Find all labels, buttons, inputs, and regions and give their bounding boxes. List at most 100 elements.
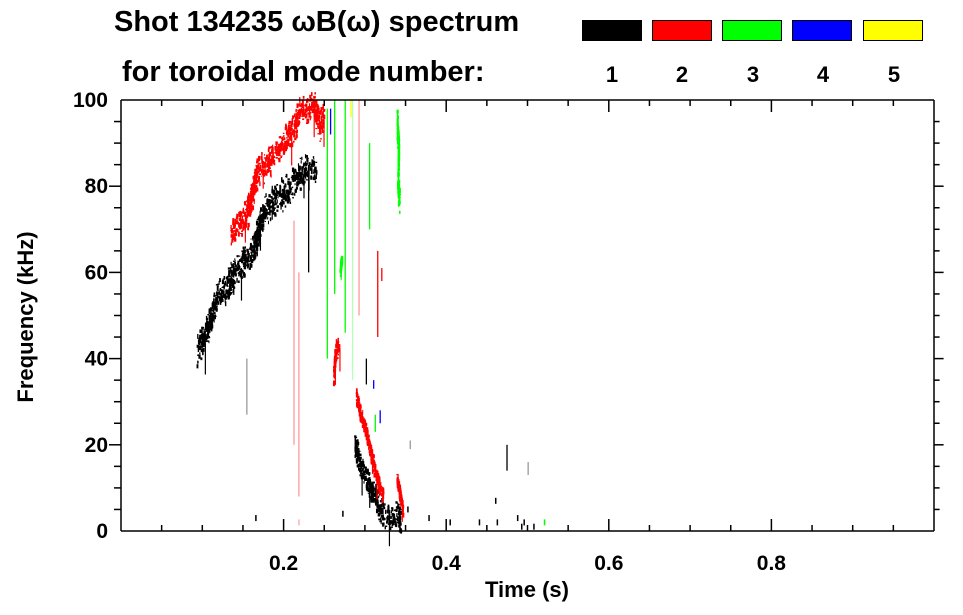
spectral-point <box>237 272 240 275</box>
x-tick-label: 0.4 <box>432 552 462 575</box>
spectral-point <box>310 107 313 111</box>
spectral-point <box>297 175 300 180</box>
spectral-point <box>220 297 223 303</box>
spectral-point <box>377 489 379 494</box>
spectral-point <box>362 458 364 463</box>
spectral-point <box>396 513 398 518</box>
spectral-point <box>254 168 257 174</box>
spectral-point <box>250 238 252 240</box>
spectral-point <box>397 155 400 159</box>
spectral-point <box>227 295 230 298</box>
legend-swatch-mode-1 <box>582 20 642 41</box>
spectral-point <box>288 186 290 189</box>
spectral-point <box>250 199 252 204</box>
spectral-point <box>337 357 339 359</box>
spectral-point <box>360 464 364 468</box>
spectral-point <box>315 169 318 173</box>
spectral-point <box>230 242 233 246</box>
spectral-point <box>382 497 384 501</box>
spectral-point <box>281 136 284 142</box>
spectral-point <box>398 514 400 519</box>
spectral-point <box>368 477 371 479</box>
spectral-point <box>241 215 244 219</box>
spectral-point <box>301 179 305 183</box>
spectral-streak <box>340 265 342 280</box>
spectral-point <box>265 172 268 176</box>
spectral-point <box>359 405 362 409</box>
spectral-streak <box>259 220 262 251</box>
spectral-point <box>359 467 361 472</box>
spectral-point <box>316 118 320 122</box>
spectral-point <box>296 103 299 109</box>
spectral-point <box>274 186 277 190</box>
spectral-point <box>282 190 286 196</box>
spectral-point <box>275 193 278 196</box>
spectral-point <box>249 248 251 250</box>
spectral-point <box>397 126 400 128</box>
spectral-point <box>301 99 304 104</box>
spectral-point <box>277 190 280 194</box>
spectral-point <box>381 517 383 520</box>
spectral-point <box>390 516 392 519</box>
spectral-point <box>286 136 288 139</box>
spectral-point <box>308 106 310 110</box>
spectral-point <box>312 103 315 108</box>
spectral-point <box>313 161 316 166</box>
spectral-point <box>285 140 288 144</box>
spectral-point <box>399 487 402 493</box>
spectral-point <box>240 213 242 219</box>
spectral-point <box>370 451 373 455</box>
spectral-point <box>202 337 205 341</box>
spectral-point <box>205 327 208 332</box>
spectral-point <box>397 114 399 118</box>
spectral-point <box>258 163 260 166</box>
spectral-point <box>285 175 287 178</box>
spectral-point <box>307 119 310 124</box>
spectral-point <box>265 212 267 217</box>
spectral-point <box>321 106 324 110</box>
spectral-point <box>273 207 276 210</box>
spectral-point <box>213 301 216 306</box>
spectral-point <box>319 140 321 142</box>
spectral-point <box>357 393 359 396</box>
spectral-point <box>282 132 285 134</box>
spectral-point <box>217 292 219 297</box>
spectral-point <box>199 357 201 359</box>
spectral-point <box>363 480 365 484</box>
spectral-point <box>376 505 378 509</box>
spectral-point <box>232 220 235 226</box>
spectral-point <box>271 155 273 160</box>
spectral-point <box>271 197 274 200</box>
spectral-point <box>241 211 244 214</box>
spectral-point <box>384 526 386 530</box>
spectral-point <box>274 213 277 217</box>
spectral-point <box>257 164 260 170</box>
spectral-point <box>239 232 243 234</box>
spectral-point <box>374 489 376 495</box>
spectral-point <box>250 254 254 257</box>
spectral-point <box>264 170 267 175</box>
spectral-point <box>306 170 310 176</box>
spectral-point <box>249 199 251 203</box>
spectral-point <box>317 111 320 114</box>
spectral-point <box>372 498 374 503</box>
spectral-point <box>320 107 323 112</box>
spectral-point <box>275 156 278 159</box>
spectral-point <box>336 342 339 346</box>
spectral-point <box>211 303 214 308</box>
spectral-point <box>314 115 318 121</box>
spectral-point <box>378 504 381 509</box>
spectral-point <box>246 249 249 252</box>
spectral-point <box>251 182 254 186</box>
spectral-point <box>283 201 285 205</box>
spectral-point <box>316 104 319 108</box>
spectral-point <box>373 498 377 501</box>
x-tick-label: 0.6 <box>594 552 623 575</box>
spectral-point <box>315 127 318 130</box>
spectral-point <box>292 175 296 180</box>
spectral-point <box>252 235 255 239</box>
spectral-point <box>375 464 377 470</box>
spectral-point <box>227 285 229 287</box>
spectral-point <box>355 458 358 461</box>
spectral-point <box>281 141 283 147</box>
